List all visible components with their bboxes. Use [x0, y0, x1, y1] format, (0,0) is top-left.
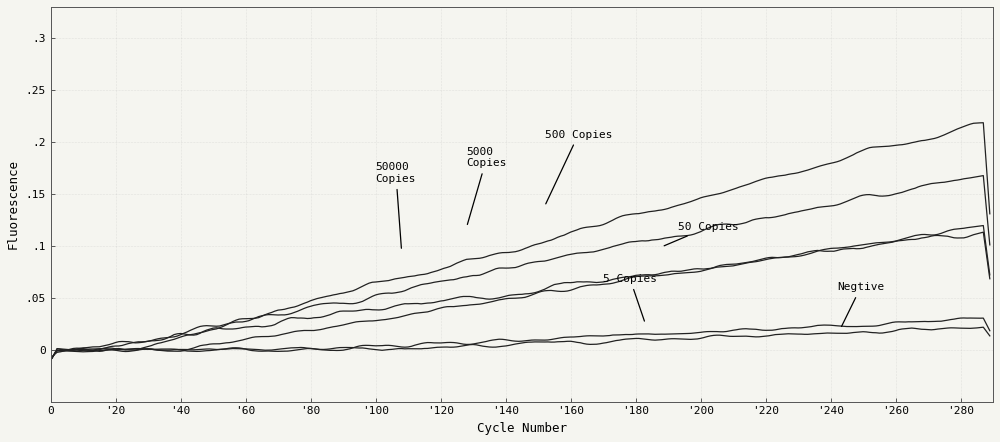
Text: 50 Copies: 50 Copies — [664, 222, 739, 246]
Text: Negtive: Negtive — [837, 282, 884, 327]
Text: 5 Copies: 5 Copies — [603, 274, 657, 321]
Text: 5000
Copies: 5000 Copies — [467, 147, 507, 225]
Text: 500 Copies: 500 Copies — [545, 130, 612, 204]
X-axis label: Cycle Number: Cycle Number — [477, 422, 567, 435]
Y-axis label: Fluorescence: Fluorescence — [7, 159, 20, 249]
Text: 50000
Copies: 50000 Copies — [376, 162, 416, 248]
